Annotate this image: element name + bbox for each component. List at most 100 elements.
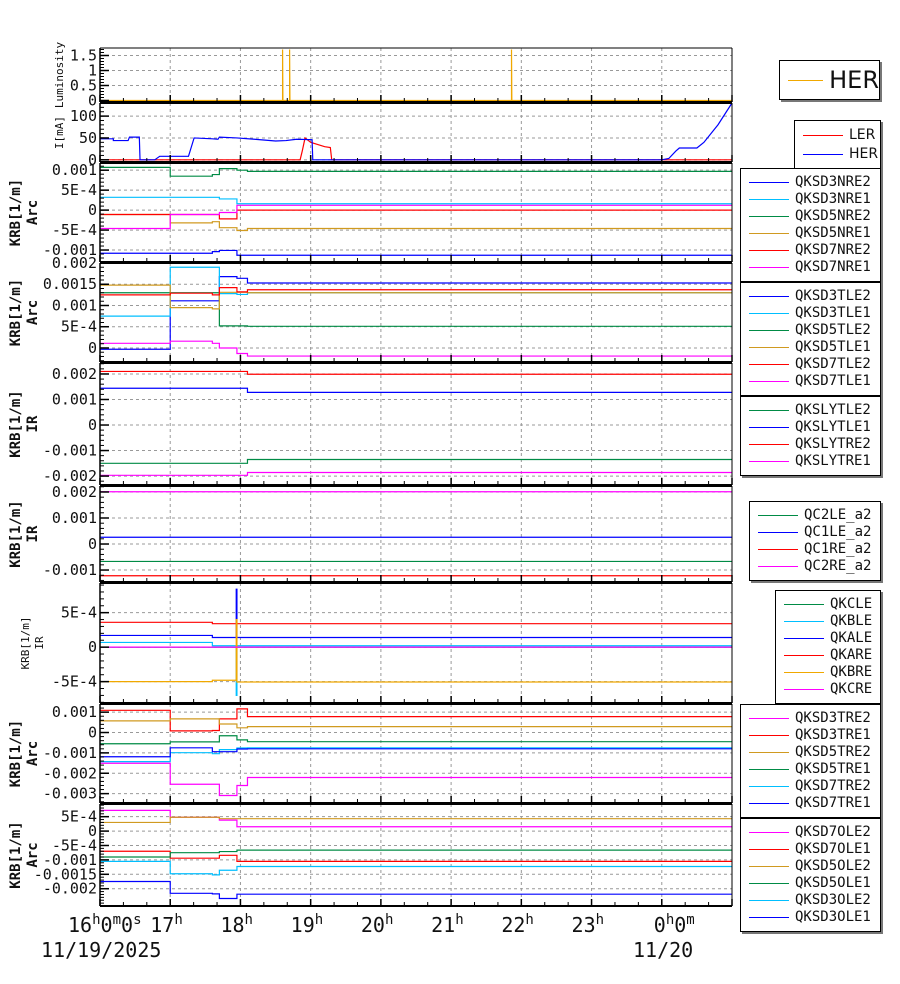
y-tick-label: 0 [88, 638, 97, 656]
legend-label: QKSD7OLE1 [795, 841, 871, 857]
series-line-QKSD5OLE2 [100, 816, 732, 824]
legend-swatch [749, 381, 789, 382]
y-axis-label: KRB[1/m] [8, 390, 24, 457]
series-line-QKSD5TLE1 [100, 284, 732, 310]
legend-swatch [749, 250, 789, 251]
legend-swatch [749, 735, 789, 736]
legend-label: QKSD3TLE2 [795, 288, 871, 304]
y-axis-label: KRB[1/m] [8, 720, 24, 787]
series-line-QKSD3NRE2 [100, 249, 732, 256]
x-tick-label: 18h [220, 912, 253, 937]
y-tick-label: -0.003 [43, 785, 97, 803]
legend-label: QKBRE [830, 664, 873, 680]
y-axis-label: KRB[1/m] [8, 179, 24, 246]
series-line-QKSD7TLE2 [100, 287, 732, 296]
series-line-QKSD3TLE1 [100, 266, 732, 317]
legend-label: QKSD5TLE2 [795, 322, 871, 338]
legend-swatch [758, 532, 798, 533]
legend-swatch [749, 233, 789, 234]
legend-entry: QKSD3OLE2 [741, 892, 880, 909]
legend-swatch [749, 832, 789, 833]
y-tick-label: 5E-4 [61, 808, 97, 826]
legend-label: QC1RE_a2 [804, 541, 872, 557]
legend-entry: QKSD7NRE1 [741, 259, 880, 276]
panel-2: 0 50 100 I[mA] [53, 102, 733, 169]
x-tick-label: 19h [291, 912, 324, 937]
legend-swatch [749, 849, 789, 850]
series-line-QKSLYTLE1 [100, 387, 732, 393]
series-line-QKBRE [100, 618, 732, 683]
y-tick-label: 50 [79, 129, 97, 147]
x-tick-label: 0h0m [654, 912, 695, 937]
legend-swatch [749, 866, 789, 867]
legend-panel-3: QKSD3NRE2 QKSD3NRE1 QKSD5NRE2 QKSD5NRE1 QKSD… [740, 168, 881, 282]
panel-1: 00.511.5 Luminosity [53, 42, 733, 110]
legend-label: QKBLE [830, 613, 873, 629]
series-line-HER [100, 102, 733, 161]
x-date-label: 11/19/2025 [41, 938, 161, 962]
series-line-QKSD7NRE1 [100, 204, 732, 230]
y-tick-label: 0.002 [52, 365, 97, 383]
y-axis-label: KRB[1/m] [19, 617, 32, 670]
panel-3: 0.001 5E-4 0 -5E-4 -0.001 KRB[1/m] Arc [8, 161, 733, 263]
panel-7: 5E-4 0 -5E-4 KRB[1/m] IR [19, 582, 733, 704]
y-tick-label: 0 [88, 724, 97, 742]
series-line-QKALE [100, 588, 732, 639]
legend-swatch [749, 199, 789, 200]
legend-entry: QKBRE [776, 664, 880, 681]
y-tick-label: -0.001 [43, 241, 97, 259]
series-line-QKSD3NRE1 [100, 196, 732, 205]
y-tick-label: 0.001 [52, 296, 97, 314]
y-tick-label: 0.5 [70, 77, 97, 95]
legend-label: QKSD7TLE2 [795, 356, 871, 372]
series-line-QKSD7TRE2 [100, 747, 732, 763]
legend-swatch [784, 655, 824, 656]
legend-label: LER [849, 127, 876, 143]
legend-entry: QKSD3NRE2 [741, 174, 880, 191]
x-tick-label: 21h [431, 912, 464, 937]
legend-label: QKSD5OLE1 [795, 875, 871, 891]
legend-label: HER [829, 66, 879, 94]
series-line-QKSD3TRE1 [100, 708, 732, 732]
legend-entry: QKSD5TLE2 [741, 322, 880, 339]
y-tick-label: 5E-4 [61, 318, 97, 336]
y-tick-label: 1 [88, 62, 97, 80]
legend-label: QC1LE_a2 [804, 524, 872, 540]
panel-6: 0.002 0.001 0 -0.001 KRB[1/m] IR [8, 483, 733, 583]
legend-swatch [749, 410, 789, 411]
series-line-QKSD3OLE2 [100, 860, 732, 876]
legend-swatch [758, 515, 798, 516]
y-tick-label: -0.002 [43, 880, 97, 898]
legend-entry: QKSLYTRE2 [741, 436, 880, 453]
legend-entry: QKSD3OLE1 [741, 909, 880, 926]
y-tick-label: -0.001 [43, 442, 97, 460]
series-line-QKSD5NRE1 [100, 213, 732, 232]
legend-swatch [803, 154, 843, 155]
legend-entry: QKSD3TLE1 [741, 305, 880, 322]
legend-swatch [784, 638, 824, 639]
legend-label: QKALE [830, 630, 873, 646]
legend-label: QKSD7NRE1 [795, 259, 871, 275]
legend-label: QKSD3NRE2 [795, 174, 871, 190]
series-line-QKSD3TRE2 [100, 762, 732, 797]
legend-swatch [749, 461, 789, 462]
legend-swatch [749, 752, 789, 753]
legend-label: QKSD5NRE2 [795, 208, 871, 224]
series-line-QKSD3TLE2 [100, 275, 732, 350]
legend-entry: QKCLE [776, 596, 880, 613]
legend-entry: QKARE [776, 647, 880, 664]
legend-swatch [749, 313, 789, 314]
legend-entry: QKSD3TRE1 [741, 727, 880, 744]
legend-panel-8: QKSD3TRE2 QKSD3TRE1 QKSD5TRE2 QKSD5TRE1 QKSD… [740, 704, 881, 818]
panel-9: 5E-40-5E-4-0.001-0.0015-0.002 KRB[1/m] Arc [8, 803, 733, 907]
y-tick-label: 0.001 [52, 703, 97, 721]
series-line-QKSD5TRE1 [100, 735, 732, 745]
y-tick-label: 5E-4 [61, 181, 97, 199]
legend-swatch [749, 803, 789, 804]
legend-swatch [758, 566, 798, 567]
legend-label: QKSLYTRE1 [795, 453, 871, 469]
panel-5: 0.002 0.001 0 -0.001 -0.002 KRB[1/m] IR [8, 362, 733, 486]
series-line-QKSD7TRE1 [100, 747, 732, 758]
legend-entry: QKSD7TRE1 [741, 795, 880, 812]
legend-label: QKSD7TLE1 [795, 373, 871, 389]
